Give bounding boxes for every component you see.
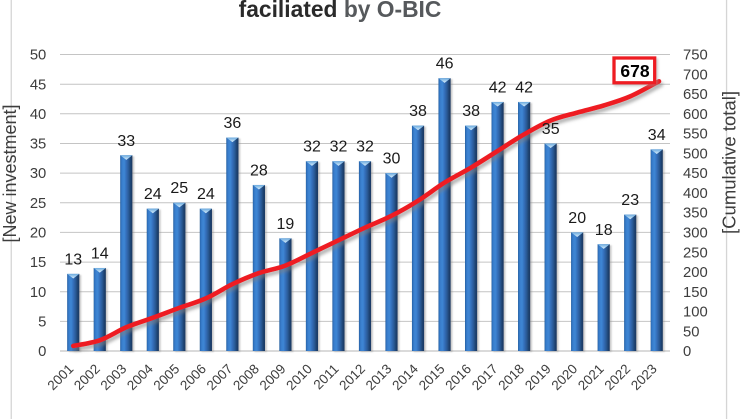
svg-text:33: 33 [117, 133, 135, 150]
svg-text:2009: 2009 [257, 361, 289, 393]
svg-text:32: 32 [356, 139, 374, 156]
svg-text:2013: 2013 [363, 361, 395, 393]
svg-text:2019: 2019 [522, 361, 554, 393]
svg-text:25: 25 [30, 196, 46, 212]
svg-text:30: 30 [383, 151, 401, 168]
svg-text:2001: 2001 [45, 361, 77, 393]
svg-text:42: 42 [489, 79, 507, 96]
svg-text:2005: 2005 [151, 361, 183, 393]
svg-text:25: 25 [170, 180, 188, 197]
svg-text:20: 20 [568, 210, 586, 227]
svg-text:700: 700 [683, 67, 708, 83]
svg-text:350: 350 [683, 206, 708, 222]
svg-text:2011: 2011 [310, 361, 341, 392]
svg-text:0: 0 [683, 344, 691, 360]
svg-text:18: 18 [595, 222, 613, 239]
svg-text:20: 20 [30, 226, 46, 242]
svg-text:500: 500 [683, 146, 708, 162]
svg-text:35: 35 [542, 121, 560, 138]
svg-text:38: 38 [462, 103, 480, 120]
svg-text:2023: 2023 [628, 361, 660, 393]
svg-text:678: 678 [620, 61, 649, 81]
svg-text:50: 50 [683, 324, 699, 340]
svg-text:2018: 2018 [495, 361, 527, 393]
svg-text:2002: 2002 [71, 361, 103, 393]
svg-text:2021: 2021 [575, 361, 607, 393]
svg-text:550: 550 [683, 127, 708, 143]
svg-text:19: 19 [277, 216, 295, 233]
svg-text:50: 50 [30, 48, 46, 64]
svg-text:34: 34 [648, 127, 666, 144]
svg-text:10: 10 [30, 285, 46, 301]
svg-text:36: 36 [224, 115, 242, 132]
svg-text:300: 300 [683, 226, 708, 242]
svg-text:200: 200 [683, 265, 708, 281]
svg-text:2014: 2014 [389, 361, 421, 393]
svg-text:2003: 2003 [98, 361, 130, 393]
svg-text:32: 32 [330, 139, 348, 156]
svg-text:2004: 2004 [124, 361, 156, 393]
svg-text:2017: 2017 [469, 361, 501, 393]
svg-text:2006: 2006 [177, 361, 209, 393]
svg-text:0: 0 [38, 344, 46, 360]
svg-text:2007: 2007 [204, 361, 236, 393]
svg-text:38: 38 [409, 103, 427, 120]
svg-text:30: 30 [30, 166, 46, 182]
svg-text:2022: 2022 [601, 361, 633, 393]
svg-text:2010: 2010 [283, 361, 315, 393]
svg-text:[New investment]: [New investment] [0, 104, 20, 242]
svg-text:2016: 2016 [442, 361, 474, 393]
svg-text:24: 24 [144, 186, 162, 203]
svg-text:15: 15 [30, 255, 46, 271]
svg-text:46: 46 [436, 56, 454, 73]
svg-text:40: 40 [30, 107, 46, 123]
svg-text:250: 250 [683, 245, 708, 261]
svg-text:42: 42 [515, 79, 533, 96]
svg-text:2015: 2015 [416, 361, 448, 393]
svg-text:23: 23 [621, 192, 639, 209]
svg-text:2008: 2008 [230, 361, 262, 393]
svg-text:[Cumulative total]: [Cumulative total] [719, 91, 740, 234]
svg-text:2012: 2012 [336, 361, 368, 393]
svg-text:45: 45 [30, 77, 46, 93]
svg-text:450: 450 [683, 166, 708, 182]
svg-text:13: 13 [64, 251, 82, 268]
svg-text:35: 35 [30, 137, 46, 153]
svg-text:100: 100 [683, 305, 708, 321]
svg-text:14: 14 [91, 246, 109, 263]
svg-text:24: 24 [197, 186, 215, 203]
svg-text:32: 32 [303, 139, 321, 156]
svg-text:28: 28 [250, 163, 268, 180]
svg-text:650: 650 [683, 87, 708, 103]
svg-text:400: 400 [683, 186, 708, 202]
svg-text:150: 150 [683, 285, 708, 301]
svg-text:2020: 2020 [548, 361, 580, 393]
svg-text:750: 750 [683, 48, 708, 64]
svg-text:5: 5 [38, 315, 46, 331]
svg-text:600: 600 [683, 107, 708, 123]
